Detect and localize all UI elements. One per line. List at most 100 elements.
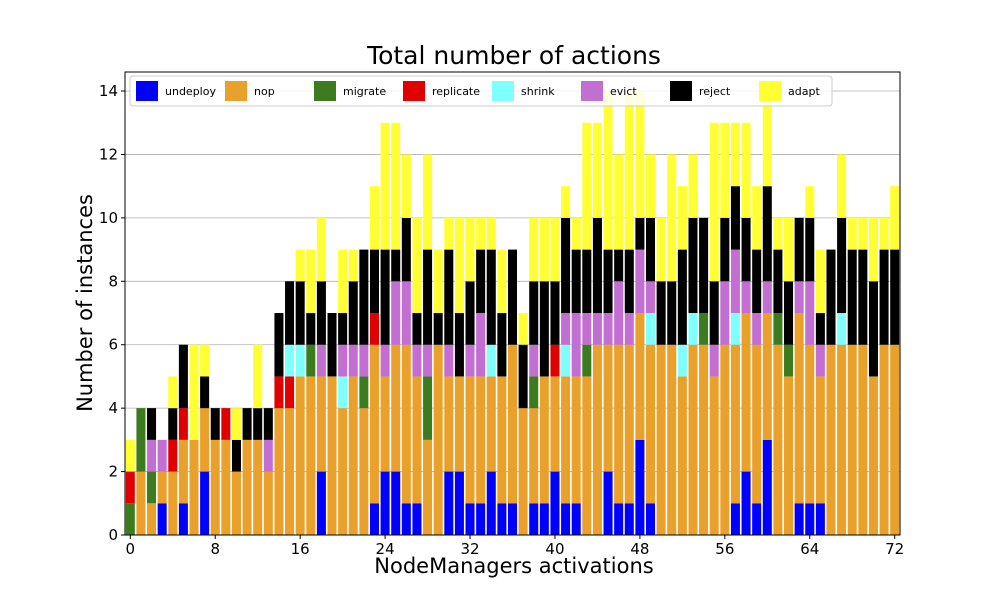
bar-nop	[157, 471, 167, 504]
bar-undeploy	[157, 503, 167, 535]
bar-nop	[699, 344, 709, 535]
bar-adapt	[476, 217, 486, 250]
bar-nop	[741, 313, 751, 472]
bar-nop	[805, 344, 815, 504]
bar-reject	[253, 408, 263, 440]
bar-adapt	[592, 122, 602, 218]
bar-reject	[147, 408, 157, 440]
bar-adapt	[369, 186, 379, 250]
x-tick-label: 16	[291, 540, 310, 558]
bar-reject	[178, 344, 188, 409]
bar-reject	[316, 281, 326, 345]
bar-undeploy	[752, 503, 762, 535]
bar-undeploy	[741, 471, 751, 535]
bar-undeploy	[805, 503, 815, 535]
bar-adapt	[168, 376, 178, 409]
bar-nop	[412, 376, 422, 504]
bar-migrate	[529, 376, 539, 409]
legend-label-shrink: shrink	[521, 85, 555, 98]
bar-nop	[518, 408, 528, 535]
bar-evict	[147, 439, 157, 472]
bar-nop	[263, 471, 273, 535]
bar-undeploy	[539, 503, 549, 535]
bar-reject	[168, 408, 178, 440]
bar-nop	[624, 344, 634, 504]
bar-reject	[295, 281, 305, 345]
bar-adapt	[752, 186, 762, 250]
bar-undeploy	[380, 471, 390, 535]
bar-reject	[815, 313, 825, 345]
bar-nop	[486, 376, 496, 472]
bar-nop	[784, 376, 794, 535]
bar-reject	[200, 376, 210, 409]
bar-adapt	[582, 122, 592, 250]
bar-evict	[338, 344, 348, 377]
bar-migrate	[147, 471, 157, 504]
bar-undeploy	[529, 503, 539, 535]
legend-label-reject: reject	[699, 85, 731, 98]
bar-undeploy	[316, 471, 326, 535]
bar-nop	[285, 408, 295, 535]
bar-adapt	[497, 249, 507, 314]
bar-reject	[359, 249, 369, 345]
bar-adapt	[348, 249, 358, 282]
bar-nop	[242, 439, 252, 535]
bar-evict	[423, 344, 433, 377]
legend-swatch-migrate	[314, 81, 336, 101]
bar-evict	[741, 281, 751, 314]
bar-shrink	[486, 344, 496, 377]
legend-swatch-undeploy	[136, 81, 158, 101]
bar-reject	[486, 249, 496, 345]
bar-nop	[444, 376, 454, 472]
bar-undeploy	[571, 503, 581, 535]
bar-evict	[561, 313, 571, 345]
bar-nop	[847, 344, 857, 535]
legend: undeploy nop migrate replicate shrink evict re…	[129, 75, 833, 107]
bar-undeploy	[412, 503, 422, 535]
bar-shrink	[295, 344, 305, 377]
x-axis-ticks: 0 8 16 24 32 40 48 56 64 72	[126, 535, 904, 558]
bar-nop	[348, 376, 358, 535]
bar-nop	[433, 344, 443, 535]
bar-adapt	[773, 217, 783, 250]
y-tick-label: 10	[99, 209, 118, 227]
bar-reject	[285, 281, 295, 345]
bar-nop	[656, 344, 666, 535]
bar-reject	[327, 313, 337, 377]
bar-reject	[476, 249, 486, 314]
bar-adapt	[306, 249, 316, 314]
bar-evict	[157, 439, 167, 472]
legend-swatch-replicate	[403, 81, 425, 101]
legend-swatch-adapt	[759, 81, 781, 101]
bar-nop	[316, 376, 326, 472]
bar-adapt	[614, 154, 624, 250]
bar-reject	[348, 281, 358, 345]
bar-reject	[380, 249, 390, 345]
bar-migrate	[773, 313, 783, 345]
bar-nop	[646, 344, 656, 504]
legend-swatch-evict	[581, 81, 603, 101]
bar-adapt	[391, 122, 401, 250]
bar-adapt	[667, 154, 677, 282]
bar-evict	[752, 313, 762, 345]
bar-reject	[773, 249, 783, 314]
bar-nop	[253, 439, 263, 535]
legend-swatch-shrink	[492, 81, 514, 101]
bar-undeploy	[507, 503, 518, 535]
bar-nop	[359, 408, 369, 535]
bar-evict	[401, 281, 411, 345]
bar-adapt	[380, 122, 390, 250]
bar-nop	[837, 344, 847, 535]
bar-adapt	[635, 91, 645, 218]
bar-migrate	[699, 313, 709, 345]
bar-nop	[147, 503, 157, 535]
bar-evict	[412, 344, 422, 377]
bar-reject	[497, 313, 507, 377]
bar-adapt	[847, 217, 857, 250]
y-tick-label: 6	[108, 336, 118, 354]
bar-nop	[561, 376, 571, 504]
bar-reject	[550, 281, 560, 345]
bar-nop	[401, 344, 411, 504]
bar-migrate	[136, 408, 146, 472]
bar-migrate	[359, 376, 369, 409]
